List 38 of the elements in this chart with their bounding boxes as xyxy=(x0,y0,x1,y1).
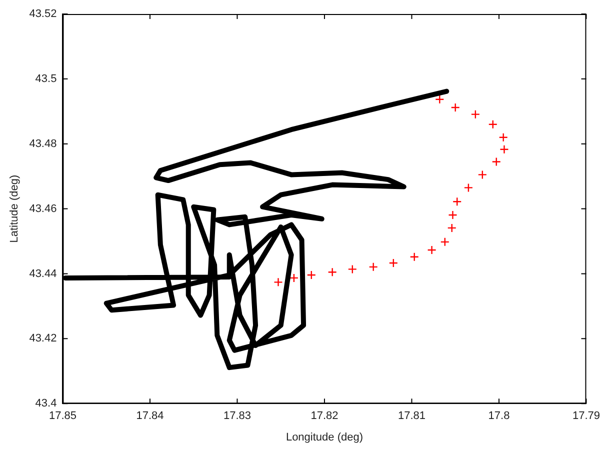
point xyxy=(388,258,398,268)
x-tick-label: 17.79 xyxy=(572,410,600,422)
x-axis-title: Longitude (deg) xyxy=(286,431,364,444)
y-axis-title: Latitude (deg) xyxy=(8,174,21,243)
point xyxy=(289,273,299,283)
point xyxy=(427,245,436,255)
y-tick-label: 43.46 xyxy=(29,202,57,215)
point xyxy=(448,210,458,220)
x-tick-label: 17.8 xyxy=(488,410,510,422)
point xyxy=(328,268,337,277)
x-tick-label: 17.84 xyxy=(136,410,164,422)
point xyxy=(440,237,450,247)
x-tick-label: 17.83 xyxy=(223,410,251,422)
point xyxy=(452,197,462,206)
point xyxy=(368,262,378,272)
point xyxy=(274,278,283,287)
point xyxy=(498,132,508,142)
point xyxy=(470,110,480,119)
point xyxy=(447,223,456,233)
y-tick-label: 43.44 xyxy=(29,268,57,280)
y-tick-label: 43.52 xyxy=(29,8,57,20)
point xyxy=(492,157,501,166)
x-tick-label: 17.82 xyxy=(310,410,338,422)
point xyxy=(500,144,509,154)
point xyxy=(464,183,474,192)
point xyxy=(435,94,444,104)
point xyxy=(478,170,488,180)
y-tick-label: 43.42 xyxy=(29,332,57,345)
y-tick-label: 43.48 xyxy=(29,138,57,150)
point xyxy=(410,252,419,262)
x-tick-label: 17.81 xyxy=(398,410,426,422)
y-tick-label: 43.5 xyxy=(35,72,57,85)
point xyxy=(488,120,498,129)
x-tick-label: 17.85 xyxy=(48,410,76,422)
point xyxy=(348,264,357,274)
point xyxy=(450,102,460,112)
y-tick-label: 43.4 xyxy=(35,398,57,410)
point xyxy=(306,270,316,280)
